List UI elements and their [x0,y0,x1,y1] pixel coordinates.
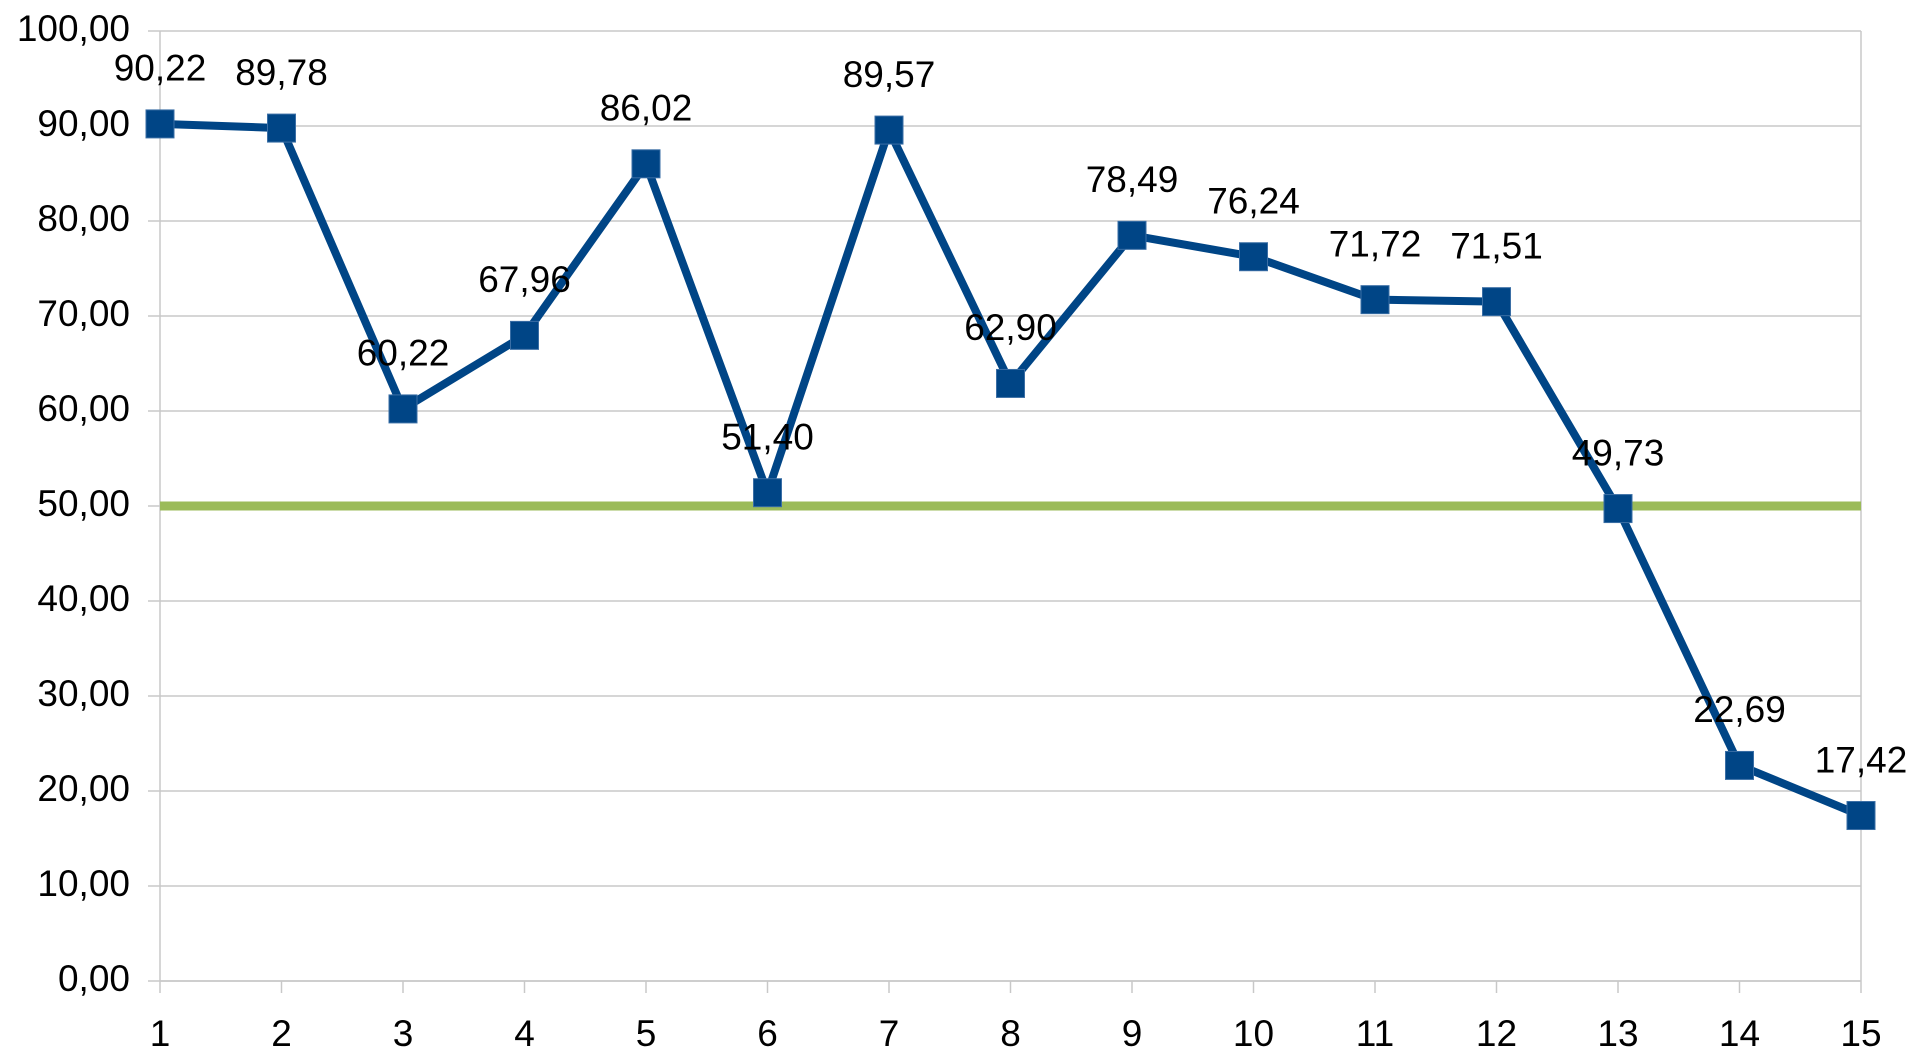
y-tick-label: 0,00 [58,958,130,999]
x-tick-label: 13 [1597,1013,1638,1052]
marker [753,478,782,508]
data-label: 89,78 [235,52,328,93]
x-tick-label: 3 [393,1013,414,1052]
y-tick-label: 10,00 [37,863,130,904]
marker [388,394,418,424]
x-tick-label: 11 [1356,1013,1394,1052]
data-label: 49,73 [1572,432,1665,473]
x-tick-label: 7 [879,1013,900,1052]
x-tick-label: 4 [514,1013,535,1052]
y-tick-label: 80,00 [37,198,130,239]
y-tick-label: 40,00 [37,578,130,619]
data-label: 67,96 [478,259,571,300]
y-tick-label: 90,00 [37,103,130,144]
data-label: 71,72 [1329,223,1422,264]
data-label: 51,40 [721,416,814,457]
data-label: 17,42 [1815,739,1908,780]
marker [145,109,175,139]
marker [1482,287,1511,317]
x-tick-label: 1 [150,1013,171,1052]
x-tick-label: 14 [1719,1013,1760,1052]
x-tick-label: 10 [1233,1013,1274,1052]
data-label: 86,02 [600,88,693,129]
marker [510,320,539,350]
y-tick-label: 20,00 [37,768,130,809]
y-tick-label: 100,00 [17,8,130,49]
marker [1117,220,1147,250]
marker [874,115,904,145]
marker [1725,750,1754,780]
data-label: 76,24 [1207,181,1300,222]
data-label: 60,22 [357,333,450,374]
data-label: 89,57 [843,54,936,95]
marker [1603,494,1633,524]
data-label: 71,51 [1450,225,1543,266]
x-tick-label: 12 [1476,1013,1517,1052]
y-tick-label: 70,00 [37,293,130,334]
marker [996,368,1025,398]
data-label: 62,90 [964,307,1057,348]
marker [1239,242,1268,272]
x-tick-label: 9 [1122,1013,1143,1052]
data-label: 90,22 [114,48,207,89]
data-label: 78,49 [1086,159,1179,200]
x-tick-label: 8 [1000,1013,1021,1052]
y-tick-label: 60,00 [37,388,130,429]
marker [1846,801,1876,831]
x-tick-label: 6 [757,1013,778,1052]
x-tick-label: 5 [636,1013,657,1052]
x-tick-label: 15 [1840,1013,1881,1052]
y-tick-label: 30,00 [37,673,130,714]
y-tick-label: 50,00 [37,483,130,524]
marker [1360,285,1390,315]
data-label: 22,69 [1693,689,1786,730]
marker [631,149,661,179]
marker [267,113,296,143]
x-tick-label: 2 [271,1013,292,1052]
